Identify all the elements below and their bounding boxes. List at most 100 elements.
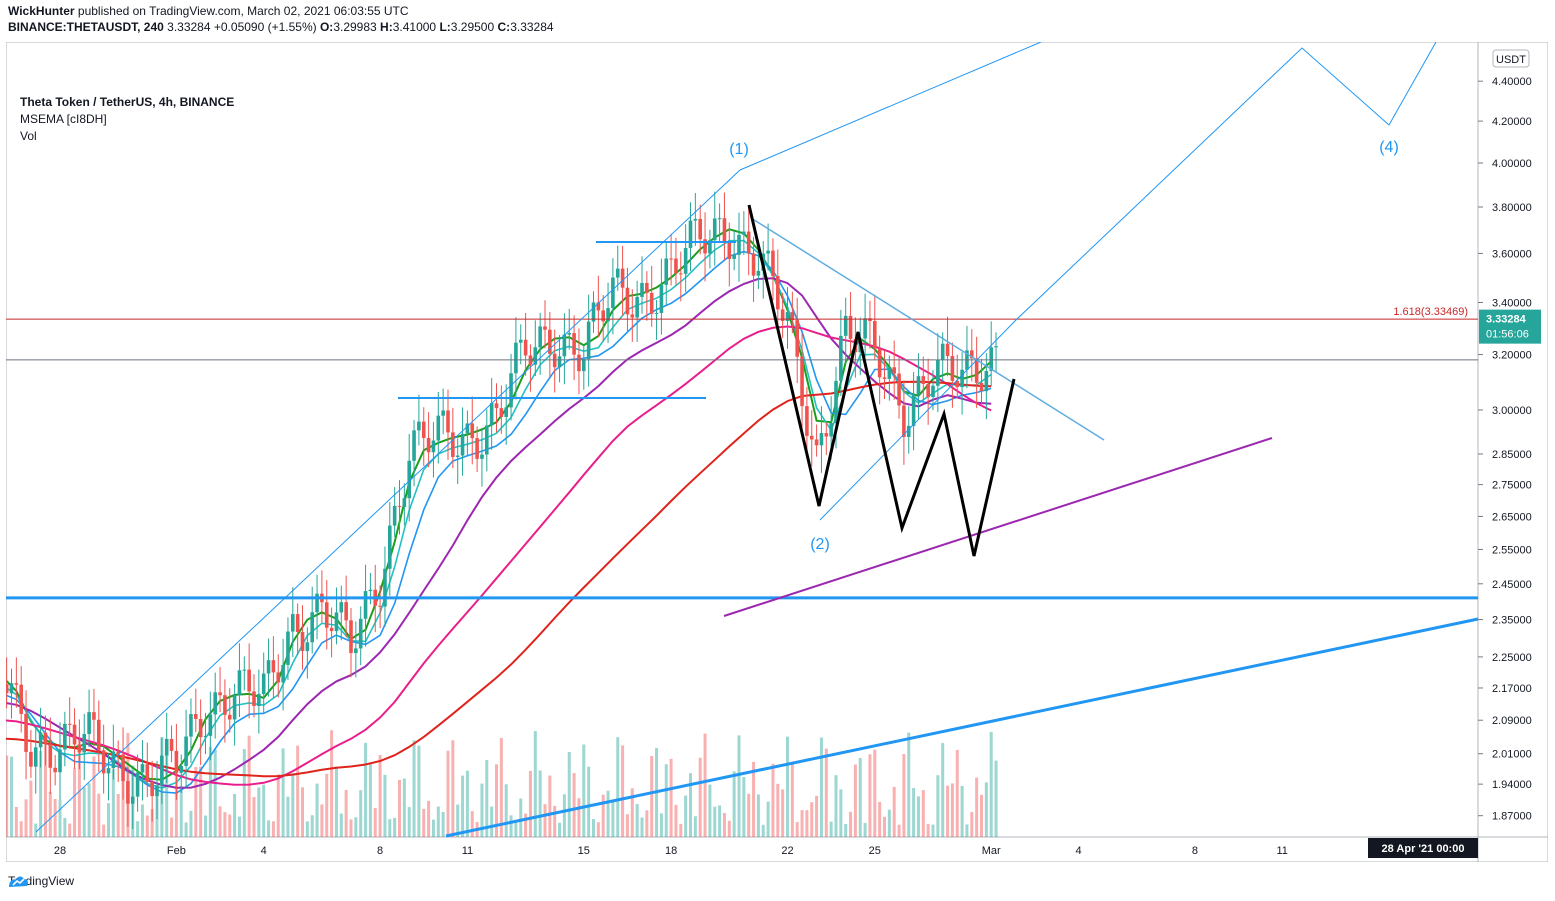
volume-bar xyxy=(58,799,62,837)
volume-bar xyxy=(805,810,809,837)
candle-body xyxy=(523,339,528,356)
candle-body xyxy=(305,642,310,652)
volume-bar xyxy=(868,754,872,837)
candle-body xyxy=(189,714,193,737)
volume-bar xyxy=(480,783,484,837)
legend-title[interactable]: Theta Token / TetherUS, 4h, BINANCE xyxy=(20,95,235,109)
volume-bar xyxy=(461,775,465,837)
candle-body xyxy=(470,423,475,439)
volume-bar xyxy=(184,822,188,837)
candle-body xyxy=(640,282,644,297)
volume-bar xyxy=(179,785,183,837)
y-tick-label: 1.94000 xyxy=(1492,779,1532,791)
volume-bar xyxy=(621,745,625,837)
volume-bar xyxy=(111,769,115,837)
candle-body xyxy=(586,321,591,360)
downtrend-line xyxy=(750,217,1105,441)
volume-bar xyxy=(950,783,954,837)
projection-path xyxy=(1015,42,1437,321)
candle-body xyxy=(669,258,673,260)
y-tick-label: 3.60000 xyxy=(1492,248,1532,260)
wave-label: (1) xyxy=(729,141,749,158)
candle-body xyxy=(552,353,557,368)
candle-body xyxy=(509,373,513,408)
volume-bar xyxy=(14,806,18,837)
candle-body xyxy=(383,568,387,607)
chart-area[interactable]: 1.618(3.33469) (1) (2) (4) 4.40000 4.20000 4.… xyxy=(6,42,1548,862)
candle-body xyxy=(441,410,445,416)
volume-bar xyxy=(732,771,736,837)
volume-bar xyxy=(470,811,474,837)
candle-body xyxy=(970,350,974,359)
volume-bar xyxy=(82,787,86,837)
volume-bar xyxy=(611,800,615,837)
candle-body xyxy=(460,433,465,456)
candle-body xyxy=(955,380,960,388)
candle-body xyxy=(717,218,722,220)
volume-bar xyxy=(490,806,494,837)
candle-body xyxy=(354,648,358,654)
volume-bar xyxy=(601,794,605,837)
candle-body xyxy=(809,435,814,440)
candle-body xyxy=(620,268,625,288)
candle-body xyxy=(421,421,426,439)
legend-indicator[interactable]: MSEMA [cI8DH] xyxy=(20,112,107,126)
volume-bar xyxy=(567,751,571,837)
high-label: H: xyxy=(380,20,393,34)
volume-bar xyxy=(528,770,532,837)
candle-body xyxy=(179,765,184,773)
author-name[interactable]: WickHunter xyxy=(8,4,75,18)
legend-volume[interactable]: Vol xyxy=(20,129,37,143)
volume-bar xyxy=(684,795,688,837)
volume-bar xyxy=(325,773,329,837)
candle-body xyxy=(727,241,732,259)
volume-bar xyxy=(252,797,256,837)
low-label: L: xyxy=(439,20,451,34)
candle-body xyxy=(974,358,979,383)
wave-label: (2) xyxy=(810,536,830,553)
last-price: 3.33284 xyxy=(167,20,211,34)
volume-bar xyxy=(781,789,785,837)
y-tick-label: 2.35000 xyxy=(1492,615,1532,627)
candle-body xyxy=(208,714,213,736)
volume-bar xyxy=(378,754,382,837)
y-tick-label: 4.00000 xyxy=(1492,158,1532,170)
candle-body xyxy=(814,439,819,446)
volume-bar xyxy=(844,824,848,837)
volume-bar xyxy=(533,731,537,837)
candle-body xyxy=(819,433,824,446)
volume-bar xyxy=(402,778,406,837)
tradingview-logo-icon xyxy=(9,876,28,887)
candle-body xyxy=(911,394,916,426)
candle-body xyxy=(97,719,101,751)
y-tick-label: 2.09000 xyxy=(1492,715,1532,727)
volume-bar xyxy=(315,783,319,837)
candle-body xyxy=(24,713,28,752)
volume-bar xyxy=(722,812,726,837)
volume-bar xyxy=(810,802,814,837)
volume-bar xyxy=(824,748,828,837)
candle-body xyxy=(916,376,921,395)
volume-bar xyxy=(6,755,9,837)
candle-body xyxy=(654,312,659,314)
volume-bar xyxy=(165,755,169,837)
purple-support-line xyxy=(723,437,1273,617)
candle-body xyxy=(887,367,892,379)
volume-bar xyxy=(776,783,780,837)
candle-body xyxy=(160,755,164,786)
volume-bar xyxy=(965,824,969,837)
y-tick-label: 2.17000 xyxy=(1492,683,1532,695)
volume-bar xyxy=(242,749,246,837)
candle-body xyxy=(145,764,150,782)
x-tick-label: 4 xyxy=(261,845,267,857)
candle-body xyxy=(645,282,649,293)
candle-body xyxy=(397,505,402,507)
candle-body xyxy=(897,373,901,406)
volume-bar xyxy=(320,804,324,837)
candle-body xyxy=(945,343,950,357)
volume-bar xyxy=(960,785,964,837)
volume-bar xyxy=(596,822,600,837)
drawings: 1.618(3.33469) (1) (2) (4) xyxy=(6,42,1479,838)
volume-bar xyxy=(839,789,843,837)
chart-canvas[interactable]: 1.618(3.33469)(1)(2)(4) 4.400004.200004.… xyxy=(6,42,1548,862)
